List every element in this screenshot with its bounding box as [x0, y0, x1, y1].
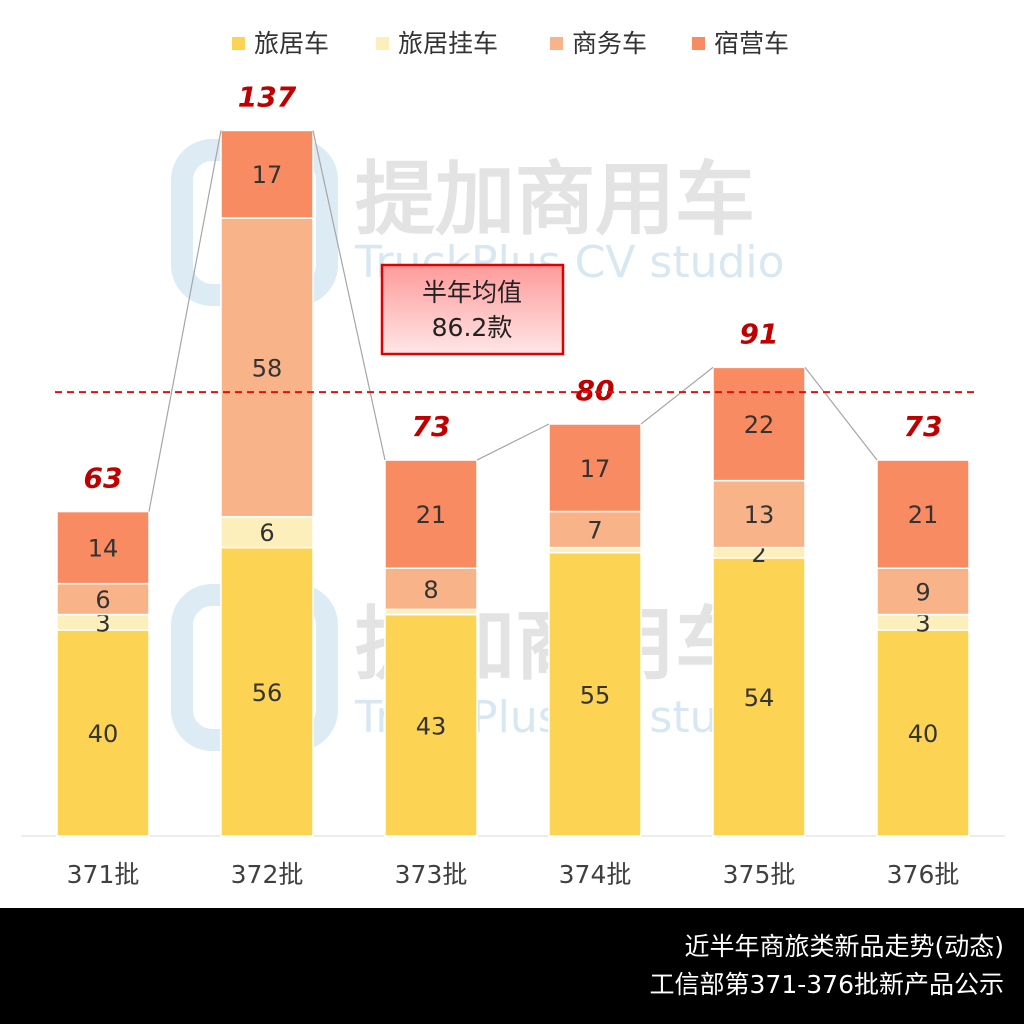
- bar-segment: [876, 567, 970, 616]
- trend-line: [312, 130, 386, 461]
- watermark-title: 提加商用车: [355, 153, 755, 246]
- bar-segment: [220, 129, 314, 219]
- trend-line: [804, 366, 878, 461]
- bar-segment: [712, 479, 806, 549]
- data-label: 17: [252, 161, 283, 189]
- bar-segment: [712, 366, 806, 482]
- average-title: 半年均值: [422, 278, 522, 307]
- total-label: 73: [412, 410, 451, 443]
- bar-segment: [56, 582, 150, 616]
- bar-segment: [384, 613, 478, 837]
- trend-line: [476, 423, 550, 461]
- data-label: 17: [580, 455, 611, 483]
- data-label: 40: [908, 720, 939, 748]
- bar-segment: [384, 608, 478, 616]
- total-label: 137: [238, 80, 297, 113]
- average-label: 86.2款: [432, 313, 513, 342]
- data-label: 55: [580, 681, 611, 709]
- bar-segment: [220, 515, 314, 549]
- data-label: 8: [423, 576, 438, 604]
- bar-segment: [384, 567, 478, 611]
- bar-segment: [876, 629, 970, 837]
- total-label: 91: [740, 317, 779, 350]
- bar-segment: [548, 423, 642, 513]
- x-tick-label: 376批: [887, 860, 960, 889]
- bar-segment: [56, 629, 150, 837]
- bar-segment: [876, 459, 970, 569]
- total-label: 63: [84, 462, 123, 495]
- legend-label: 旅居车: [254, 29, 329, 58]
- footer-line: 工信部第371-376批新产品公示: [650, 970, 1004, 999]
- data-label: 6: [95, 586, 110, 614]
- bar-segment: [548, 510, 642, 549]
- data-label: 9: [915, 578, 930, 606]
- bar-segment: [220, 217, 314, 518]
- legend-swatch: [376, 37, 389, 50]
- legend-label: 旅居挂车: [398, 29, 498, 58]
- legend-swatch: [692, 37, 705, 50]
- data-label: 14: [88, 535, 119, 563]
- total-label: 80: [576, 374, 615, 407]
- x-tick-label: 372批: [231, 860, 304, 889]
- legend-label: 商务车: [572, 29, 647, 58]
- footer-line: 近半年商旅类新品走势(动态): [684, 932, 1004, 961]
- trend-line: [640, 366, 714, 425]
- bar-segment: [220, 546, 314, 837]
- bar-segment: [548, 546, 642, 554]
- data-label: 22: [744, 411, 775, 439]
- footer-band: [0, 908, 1024, 1024]
- data-label: 58: [252, 354, 283, 382]
- average-box: [380, 263, 565, 356]
- total-label: 73: [904, 410, 943, 443]
- x-tick-label: 373批: [395, 860, 468, 889]
- trend-line: [148, 130, 222, 512]
- data-label: 7: [587, 517, 602, 545]
- legend-label: 宿营车: [714, 29, 789, 58]
- data-label: 54: [744, 684, 775, 712]
- legend-swatch: [550, 37, 563, 50]
- bar-segment: [548, 552, 642, 837]
- bar-segment: [712, 557, 806, 837]
- data-label: 3: [95, 609, 110, 637]
- data-label: 13: [744, 501, 775, 529]
- legend-swatch: [232, 37, 245, 50]
- x-tick-label: 374批: [559, 860, 632, 889]
- data-label: 43: [416, 712, 447, 740]
- data-label: 40: [88, 720, 119, 748]
- data-label: 6: [259, 519, 274, 547]
- data-label: 21: [416, 501, 447, 529]
- bar-segment: [56, 510, 150, 585]
- bar-segment: [384, 459, 478, 569]
- data-label: 3: [915, 609, 930, 637]
- x-tick-label: 375批: [723, 860, 796, 889]
- x-tick-label: 371批: [67, 860, 140, 889]
- data-label: 56: [252, 679, 283, 707]
- data-label: 21: [908, 501, 939, 529]
